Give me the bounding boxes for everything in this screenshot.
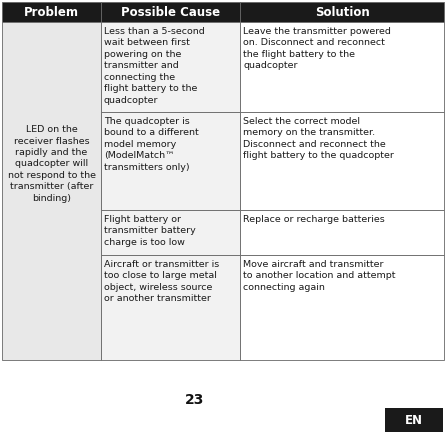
Bar	[240, 255, 444, 360]
Bar	[101, 255, 240, 360]
Bar	[240, 112, 444, 210]
Text: Replace or recharge batteries: Replace or recharge batteries	[243, 215, 385, 224]
Bar	[101, 22, 240, 112]
Text: Move aircraft and transmitter
to another location and attempt
connecting again: Move aircraft and transmitter to another…	[243, 260, 396, 292]
Bar	[240, 2, 444, 22]
Text: Possible Cause: Possible Cause	[121, 6, 220, 18]
Text: Aircraft or transmitter is
too close to large metal
object, wireless source
or a: Aircraft or transmitter is too close to …	[104, 260, 219, 303]
Text: Leave the transmitter powered
on. Disconnect and reconnect
the flight battery to: Leave the transmitter powered on. Discon…	[243, 27, 391, 70]
Text: 23: 23	[186, 393, 205, 407]
Bar	[240, 210, 444, 255]
Text: EN: EN	[405, 413, 423, 427]
Text: Less than a 5-second
wait between first
powering on the
transmitter and
connecti: Less than a 5-second wait between first …	[104, 27, 205, 105]
Bar	[240, 22, 444, 112]
Bar	[2, 22, 101, 360]
Bar	[2, 2, 101, 22]
Bar	[101, 2, 240, 22]
Text: Select the correct model
memory on the transmitter.
Disconnect and reconnect the: Select the correct model memory on the t…	[243, 117, 394, 160]
Text: Flight battery or
transmitter battery
charge is too low: Flight battery or transmitter battery ch…	[104, 215, 196, 247]
Text: Solution: Solution	[315, 6, 369, 18]
Text: LED on the
receiver flashes
rapidly and the
quadcopter will
not respond to the
t: LED on the receiver flashes rapidly and …	[8, 125, 96, 203]
Bar	[385, 408, 443, 432]
Text: Problem: Problem	[24, 6, 79, 18]
Bar	[101, 210, 240, 255]
Text: The quadcopter is
bound to a different
model memory
(ModelMatch™
transmitters on: The quadcopter is bound to a different m…	[104, 117, 199, 172]
Bar	[101, 112, 240, 210]
